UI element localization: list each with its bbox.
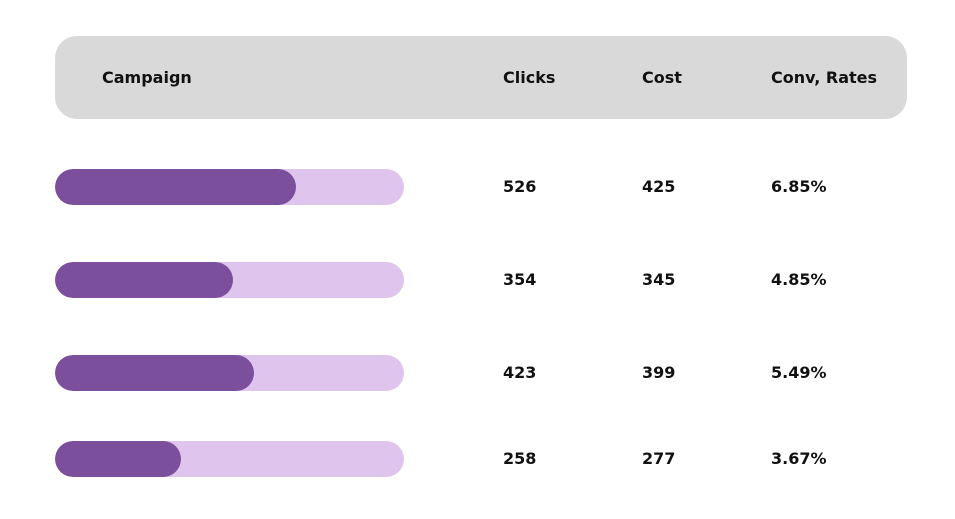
- conv-rate-value: 6.85%: [771, 177, 827, 196]
- table-row: 354 345 4.85%: [55, 262, 907, 298]
- cost-value: 277: [642, 449, 676, 468]
- conv-rate-value: 5.49%: [771, 363, 827, 382]
- campaign-progress-bar: [55, 355, 404, 391]
- clicks-value: 258: [503, 449, 537, 468]
- table-header: Campaign Clicks Cost Conv, Rates: [55, 36, 907, 119]
- conv-rate-value: 4.85%: [771, 270, 827, 289]
- clicks-value: 423: [503, 363, 537, 382]
- clicks-value: 526: [503, 177, 537, 196]
- cost-value: 345: [642, 270, 676, 289]
- table-row: 526 425 6.85%: [55, 169, 907, 205]
- campaign-progress-bar: [55, 441, 404, 477]
- column-header-cost: Cost: [642, 68, 682, 87]
- campaign-progress-fill: [55, 169, 296, 205]
- column-header-conv-rates: Conv, Rates: [771, 68, 878, 87]
- conv-rate-value: 3.67%: [771, 449, 827, 468]
- campaign-progress-fill: [55, 262, 233, 298]
- table-row: 423 399 5.49%: [55, 355, 907, 391]
- campaign-progress-fill: [55, 355, 254, 391]
- column-header-campaign: Campaign: [102, 68, 192, 87]
- cost-value: 425: [642, 177, 676, 196]
- clicks-value: 354: [503, 270, 537, 289]
- table-row: 258 277 3.67%: [55, 441, 907, 477]
- campaign-progress-bar: [55, 169, 404, 205]
- campaign-progress-bar: [55, 262, 404, 298]
- campaign-progress-fill: [55, 441, 181, 477]
- cost-value: 399: [642, 363, 676, 382]
- column-header-clicks: Clicks: [503, 68, 556, 87]
